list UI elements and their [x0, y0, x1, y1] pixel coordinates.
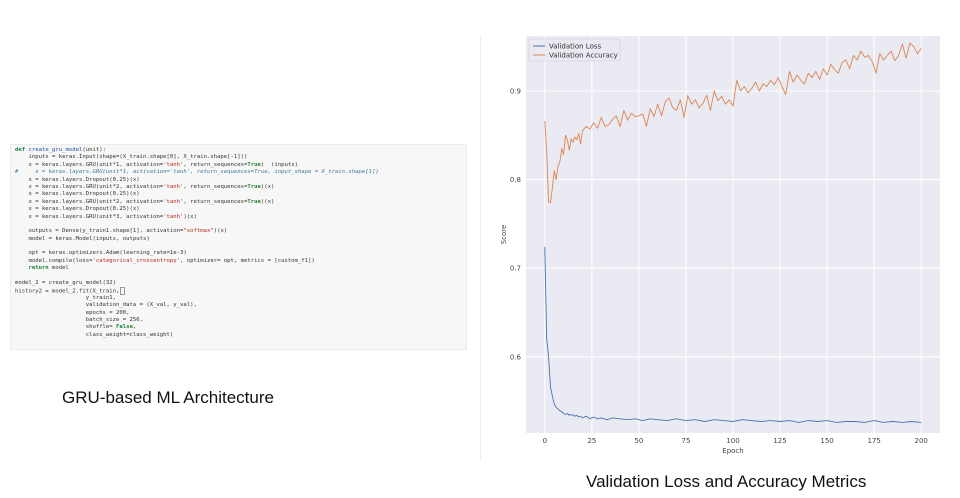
code-line: outputs = Dense(y_train1.shape[1], activ…	[15, 228, 466, 235]
code-line: batch_size = 256,	[15, 317, 466, 324]
code-line: inputs = keras.Input(shape=(X_train.shap…	[15, 154, 466, 161]
text-cursor-icon	[120, 287, 126, 296]
code-line: x = keras.layers.Dropout(0.25)(x)	[15, 177, 466, 184]
code-token: x = keras.layers.GRU(unit*2, activation=	[15, 198, 164, 205]
validation-metrics-chart: 0 25 50 75 100 125 150 175 200 0.6 0.7 0.8 0.9 Epoch S…	[480, 28, 950, 460]
architecture-caption: GRU-based ML Architecture	[62, 388, 274, 407]
x-tick-label: 75	[681, 437, 690, 445]
code-token: "softmax"	[183, 228, 214, 235]
code-token: True	[247, 183, 261, 190]
x-tick-label: 50	[634, 437, 643, 445]
y-tick-label: 0.6	[510, 353, 522, 361]
code-line	[15, 243, 466, 250]
code-line	[15, 273, 466, 280]
code-token: x = keras.layers.Dropout(0.25)(x)	[15, 206, 140, 213]
code-line: validation_data = (X_val, y_val),	[15, 302, 466, 309]
code-token: )(x)	[213, 228, 228, 235]
code-line: epochs = 200,	[15, 310, 466, 317]
code-token: outputs = Dense(y_train1.shape[1], activ…	[15, 228, 184, 235]
code-line: shuffle= False,	[15, 324, 466, 331]
code-token: )(x)	[260, 198, 275, 205]
code-token: 'categorical_crossentropy'	[92, 257, 181, 264]
legend-entry: Validation Loss	[549, 43, 601, 51]
code-token: def	[15, 147, 29, 153]
code-token: x = keras.layers.Dropout(0.25)(x)	[15, 176, 140, 183]
code-line: def create_gru_model(unit):	[15, 147, 466, 154]
code-line: return model	[15, 265, 466, 272]
code-line: x = keras.layers.Dropout(0.25)(x)	[15, 191, 466, 198]
x-tick-label: 175	[867, 437, 880, 445]
code-token: # x = keras.layers.GRU(unit*1, activatio…	[15, 169, 379, 176]
code-line: x = keras.layers.GRU(unit*2, activation=…	[15, 184, 466, 191]
x-tick-label: 100	[726, 437, 739, 445]
x-tick-label: 150	[820, 437, 833, 445]
code-token: , return_sequences=	[183, 198, 248, 205]
code-line: # x = keras.layers.GRU(unit*1, activatio…	[15, 169, 466, 176]
code-line: x = keras.layers.GRU(unit*3, activation=…	[15, 214, 466, 221]
y-axis-label: Score	[500, 225, 508, 245]
validation-accuracy-line	[544, 42, 922, 204]
x-tick-label: 25	[587, 437, 596, 445]
code-token: history2 = model_2.fit(X_train,	[15, 288, 120, 295]
y-tick-label: 0.9	[510, 87, 521, 95]
code-token: (unit):	[82, 147, 106, 153]
code-token: model.compile(loss=	[15, 257, 93, 264]
validation-loss-line	[544, 246, 922, 423]
code-token: )(x)	[260, 183, 275, 190]
code-line: history2 = model_2.fit(X_train,	[15, 287, 466, 296]
code-token: batch_size = 256,	[15, 316, 143, 323]
code-token: False	[116, 324, 133, 331]
code-line: model.compile(loss='categorical_crossent…	[15, 258, 466, 265]
code-token: 'tanh'	[163, 161, 184, 168]
code-line: y_train1,	[15, 295, 466, 302]
code-line: opt = keras.optimizers.Adam(learning_rat…	[15, 250, 466, 257]
code-line: model_2 = create_gru_model(32)	[15, 280, 466, 287]
code-token: , return_sequences=	[183, 161, 248, 168]
code-line: x = keras.layers.Dropout(0.25)(x)	[15, 206, 466, 213]
code-token: x = keras.layers.Dropout(0.25)(x)	[15, 191, 140, 198]
code-token: , optimizer= opt, metrics = [custom_f1])	[180, 257, 315, 264]
code-token: x = keras.layers.GRU(unit*3, activation=	[15, 213, 164, 220]
code-token: inputs = keras.Input(shape=(X_train.shap…	[15, 154, 248, 161]
code-token: ,	[132, 324, 137, 331]
code-token: epochs = 200,	[15, 309, 130, 316]
code-token: True	[247, 198, 261, 205]
legend-box	[528, 38, 621, 62]
code-token: model_2 = create_gru_model(32)	[15, 280, 117, 287]
code-token: 'tanh'	[163, 183, 184, 190]
code-token: True	[247, 161, 261, 168]
code-token: 'tanh'	[163, 213, 184, 220]
code-token: return	[15, 265, 53, 272]
code-token: y_train1,	[15, 294, 117, 301]
y-tick-label: 0.8	[510, 176, 521, 184]
code-token: x = keras.layers.GRU(unit*1, activation=	[15, 161, 164, 168]
code-token: , return_sequences=	[183, 183, 248, 190]
x-axis-label: Epoch	[722, 447, 743, 455]
x-tick-label: 0	[543, 437, 547, 445]
code-token: )(x)	[183, 213, 197, 220]
code-token: x = keras.layers.GRU(unit*2, activation=	[15, 183, 164, 190]
metrics-caption: Validation Loss and Accuracy Metrics	[586, 472, 867, 491]
code-snippet-panel: def create_gru_model(unit): inputs = ker…	[10, 144, 467, 350]
chart-svg: 0 25 50 75 100 125 150 175 200 0.6 0.7 0.8 0.9 Epoch S…	[500, 36, 940, 455]
code-token: 'tanh'	[163, 198, 184, 205]
x-tick-label: 200	[914, 437, 927, 445]
code-token: create_gru_model	[28, 147, 83, 153]
legend-entry: Validation Accuracy	[549, 52, 618, 60]
code-token: validation_data = (X_val, y_val),	[15, 302, 197, 309]
code-token: model	[52, 265, 69, 272]
code-token: model = keras.Model(inputs, outputs)	[15, 235, 150, 242]
code-token: opt = keras.optimizers.Adam(learning_rat…	[15, 250, 187, 257]
code-line: model = keras.Model(inputs, outputs)	[15, 236, 466, 243]
code-line: class_weight=class_weight)	[15, 332, 466, 339]
code-token: class_weight=class_weight)	[15, 331, 174, 338]
code-token: shuffle=	[15, 324, 117, 331]
y-tick-label: 0.7	[510, 265, 521, 273]
x-tick-label: 125	[773, 437, 786, 445]
code-token: ) (inputs)	[260, 161, 298, 168]
code-line	[15, 221, 466, 228]
code-line: x = keras.layers.GRU(unit*2, activation=…	[15, 199, 466, 206]
code-line: x = keras.layers.GRU(unit*1, activation=…	[15, 162, 466, 169]
